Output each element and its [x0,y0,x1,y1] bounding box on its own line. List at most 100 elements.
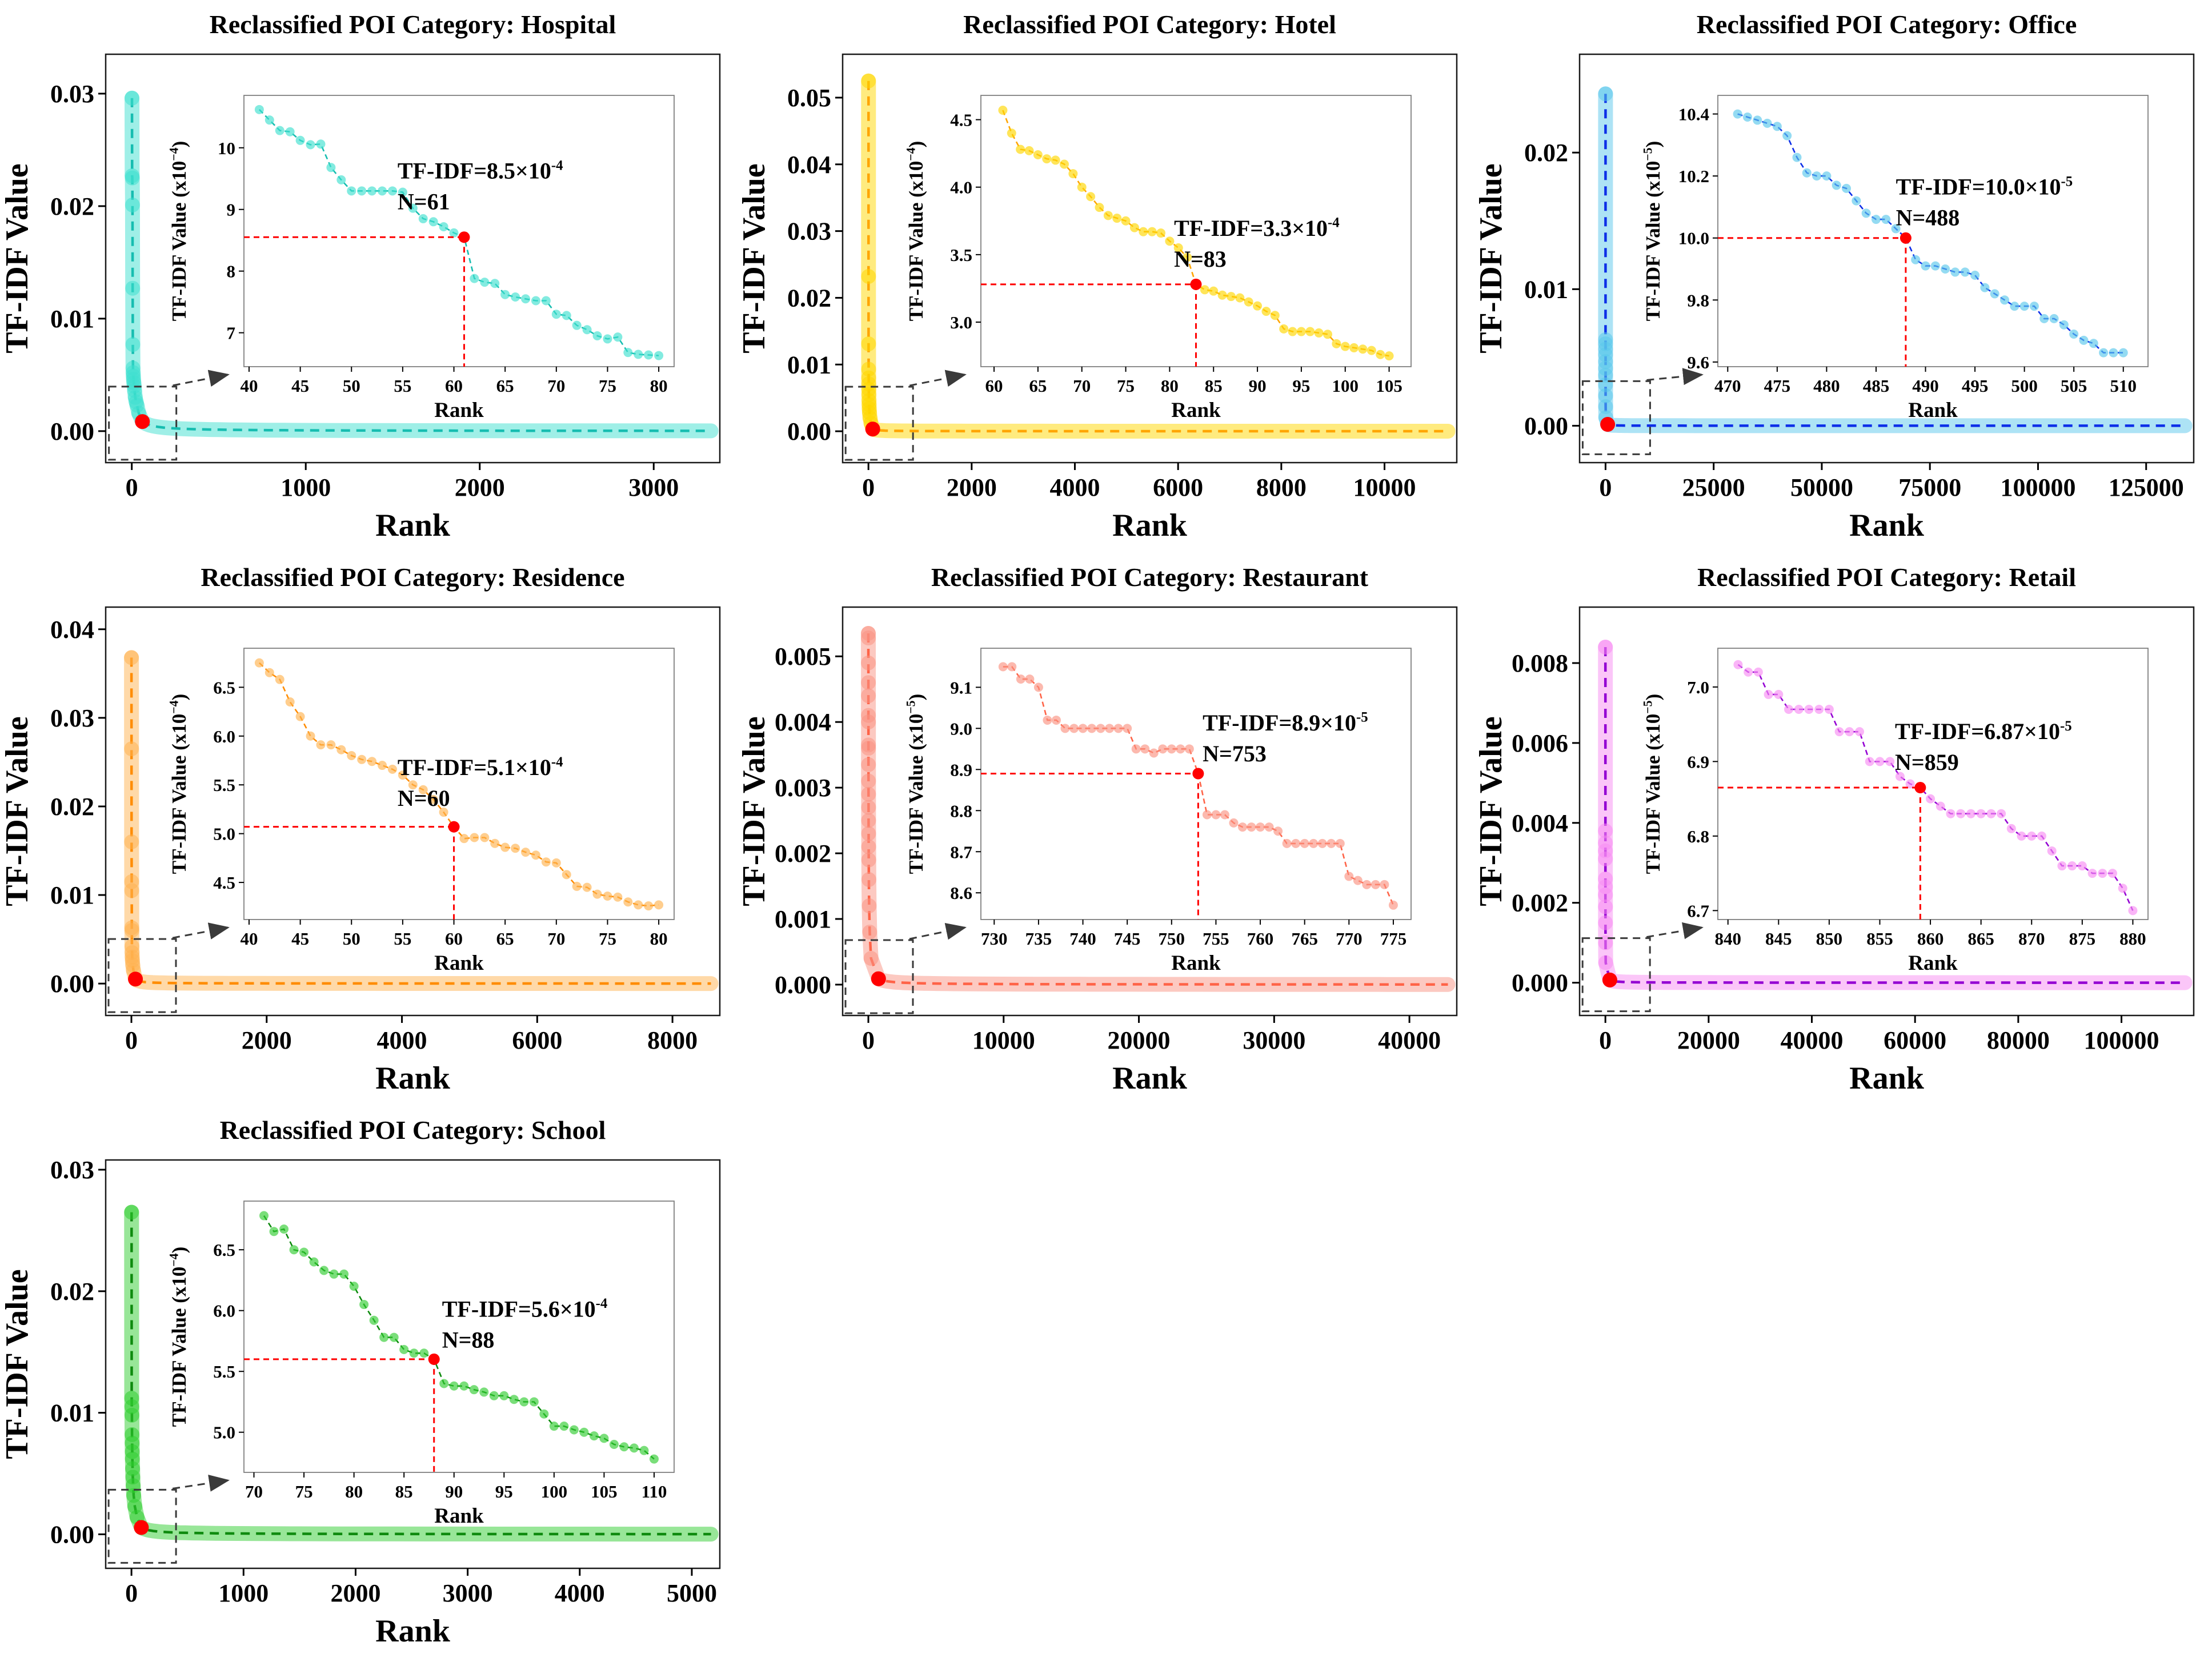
main-axis-ticks: 0 20000 40000 60000 80000 100000 0.000 0.002 0.0… [1512,649,2159,1054]
inset-curve-dashed-line [263,1215,655,1460]
inset-x-tick-label: 880 [2119,929,2146,949]
inset-data-marker [551,858,561,868]
inset-data-marker [531,850,540,860]
inset-data-marker [265,115,274,125]
inset-y-tick-label: 4.5 [213,873,235,893]
inset-x-tick-label: 740 [1069,929,1096,949]
zoom-locator-box [1581,937,1651,1013]
data-marker [861,655,876,671]
data-marker [1598,915,1613,930]
inset-x-tick-label: 865 [1967,929,1994,949]
inset-data-marker [531,296,540,306]
inset-x-tick-label: 860 [1917,929,1944,949]
x-tick-label: 0 [126,473,138,501]
data-marker [124,90,139,106]
inset-data-marker [1832,180,1841,190]
inset-data-marker [511,844,520,853]
inset-data-marker [1211,810,1221,820]
inset-data-marker [470,833,479,842]
inset-data-marker [1123,724,1132,733]
annotation-tfidf: TF-IDF=8.9×10-5 [1203,710,1368,736]
inset-x-tick-label: 55 [394,929,411,949]
inset-data-marker [1264,822,1274,832]
inset-x-tick-label: 85 [395,1482,413,1502]
inset-data-marker [603,891,612,901]
inset-y-tick-label: 4.0 [950,178,972,198]
inset-y-tick-label: 3.5 [950,245,972,265]
inset-data-marker [1016,674,1025,684]
main-curve-markers [1598,86,1616,432]
annotation-tfidf: TF-IDF=6.87×10-5 [1895,718,2072,744]
main-axis-ticks: 0 1000 2000 3000 4000 5000 0.00 0.01 0.02 0.03 [50,1156,717,1607]
inset-x-tick-label: 480 [1813,376,1840,396]
data-marker [1598,639,1613,655]
inset-data-marker [511,292,520,302]
inset-data-marker [639,1446,649,1455]
data-marker [1598,388,1613,403]
inset-data-marker [367,186,377,196]
inset-x-tick-label: 495 [1962,376,1989,396]
data-marker [861,786,876,802]
inset-data-marker [378,761,387,770]
inset-data-marker [1842,183,1852,193]
threshold-point-inset [448,821,460,833]
inset-data-marker [285,697,295,706]
x-tick-label: 2000 [330,1579,380,1607]
inset-data-marker [2049,314,2059,323]
inset-data-marker [1309,838,1319,848]
inset-y-tick-label: 5.0 [213,1423,235,1443]
inset-data-marker [295,135,305,145]
zoom-locator-box [1581,380,1651,455]
inset-data-marker [336,175,346,184]
annotation-n: N=488 [1896,205,1960,231]
zoom-arrow [909,922,967,940]
inset-data-marker [529,1397,539,1407]
data-marker [124,650,139,665]
y-axis-label: TF-IDF Value [737,163,772,353]
inset-x-tick-label: 70 [547,929,565,949]
inset-data-marker [299,1247,309,1257]
inset-data-marker [572,320,582,330]
inset-data-marker [1966,809,1975,818]
inset-x-tick-label: 80 [650,929,668,949]
inset-data-marker [609,1440,619,1450]
annotation-tfidf: TF-IDF=5.6×10-4 [442,1296,608,1322]
inset-curve-markers [998,105,1394,361]
data-marker [861,688,876,704]
inset-x-tick-label: 760 [1247,929,1274,949]
inset-data-marker [1253,301,1263,311]
annotation-n: N=61 [398,189,450,215]
inset-data-marker [2118,348,2128,358]
inset-data-marker [1202,810,1212,820]
inset-data-marker [408,203,418,213]
data-marker [1598,935,1613,950]
inset-y-tick-label: 3.0 [950,312,972,332]
inset-x-tick-label: 40 [240,929,258,949]
inset-data-marker [539,1409,549,1419]
inset-y-tick-label: 8.7 [950,842,972,862]
inset-y-axis-label: TF-IDF Value (x10−5) [904,694,927,874]
inset-data-marker [1007,129,1016,138]
data-marker [1598,851,1613,866]
inset-data-marker [490,838,500,848]
inset-x-axis-label: Rank [434,399,484,422]
inset-curve-dashed-line [1737,664,2134,911]
plot-title: Reclassified POI Category: Office [1697,10,2077,39]
inset-data-marker [316,740,326,750]
data-marker [1598,955,1613,970]
y-axis-label: TF-IDF Value [0,1269,35,1459]
main-curve-dashed-line [1604,647,2185,984]
inset-curve-dashed-line [1737,113,2123,354]
y-axis-label: TF-IDF Value [0,163,35,353]
inset-data-marker [1733,109,1742,119]
zoom-locator-box [844,386,914,461]
inset-frame [243,95,675,367]
inset-data-marker [1229,818,1239,828]
annotation-n: N=83 [1174,246,1227,272]
inset-x-tick-label: 60 [445,929,463,949]
inset-data-marker [541,857,551,867]
inset-data-marker [479,1387,489,1397]
inset-data-marker [649,1454,659,1464]
inset-x-tick-label: 770 [1336,929,1363,949]
